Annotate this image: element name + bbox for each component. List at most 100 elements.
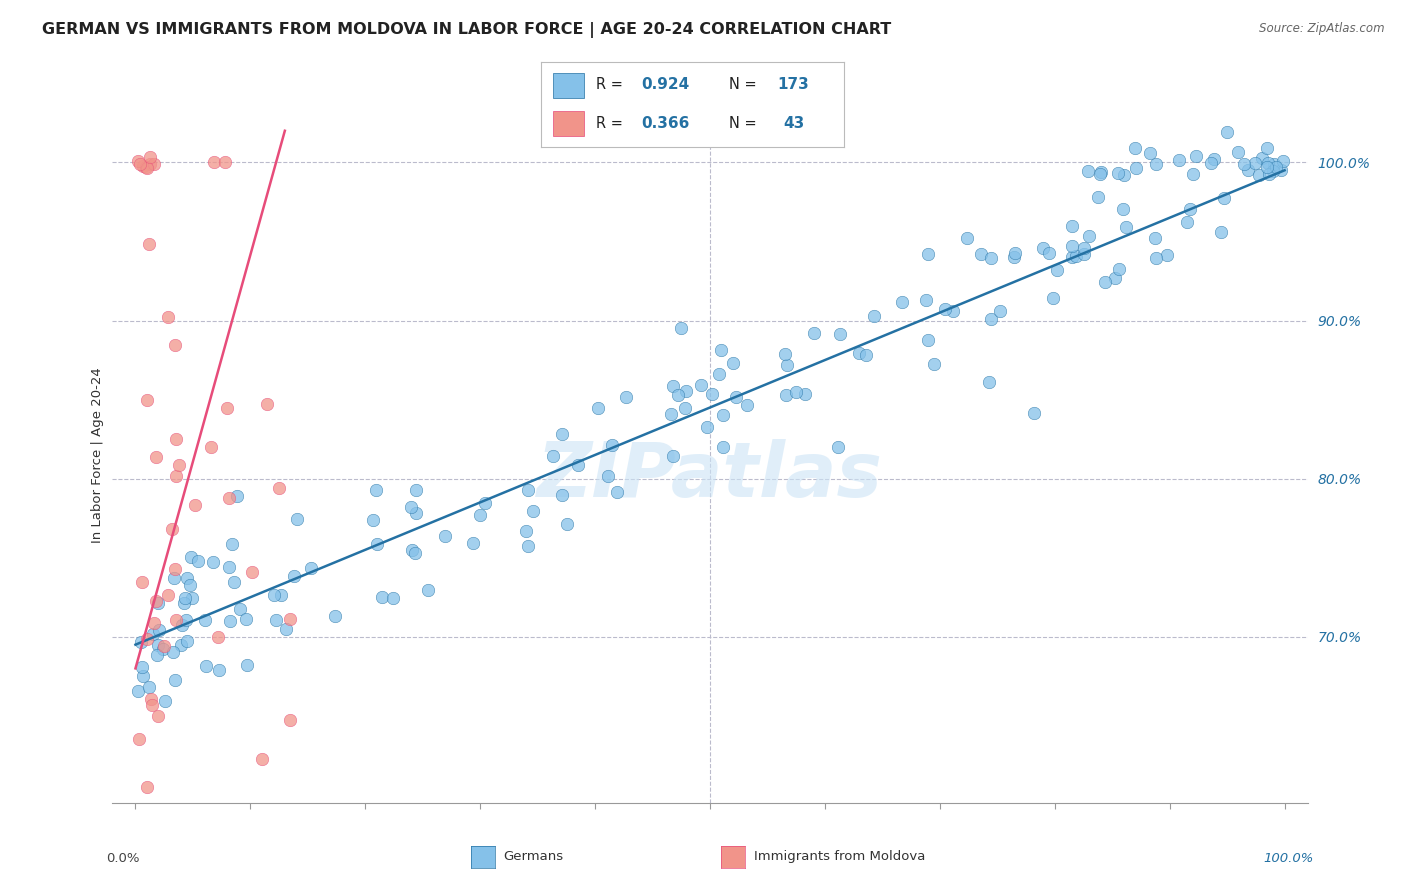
Point: [148, 623, 170, 637]
Point: [156, 310, 179, 325]
Point: [1038, 246, 1060, 260]
Point: [145, 648, 167, 663]
Point: [942, 304, 965, 318]
Point: [1216, 125, 1239, 139]
Point: [200, 440, 222, 454]
Point: [152, 641, 174, 656]
Point: [1077, 164, 1099, 178]
Point: [135, 632, 157, 646]
Point: [1209, 225, 1232, 239]
Point: [214, 155, 236, 169]
Point: [956, 231, 979, 245]
Point: [675, 384, 697, 398]
Point: [707, 367, 730, 381]
Point: [522, 504, 544, 518]
Point: [129, 634, 152, 648]
Point: [1143, 231, 1166, 245]
Point: [218, 614, 240, 628]
Point: [803, 326, 825, 340]
Point: [785, 384, 807, 399]
Point: [922, 357, 945, 371]
Point: [127, 153, 149, 168]
Point: [1247, 168, 1270, 182]
Y-axis label: In Labor Force | Age 20-24: In Labor Force | Age 20-24: [91, 367, 104, 543]
Point: [1046, 262, 1069, 277]
Point: [142, 615, 165, 630]
Point: [1104, 270, 1126, 285]
Point: [141, 698, 163, 712]
Point: [263, 588, 285, 602]
Point: [401, 543, 423, 558]
Point: [735, 398, 758, 412]
Text: 0.924: 0.924: [641, 78, 689, 93]
Point: [434, 529, 457, 543]
Point: [980, 311, 1002, 326]
Point: [217, 401, 239, 415]
Point: [1184, 149, 1206, 163]
Text: ZIPatlas: ZIPatlas: [537, 439, 883, 513]
Point: [371, 590, 394, 604]
Point: [139, 151, 162, 165]
Point: [361, 513, 384, 527]
Text: 173: 173: [778, 78, 808, 93]
Point: [173, 591, 195, 605]
Point: [135, 161, 157, 175]
Point: [1064, 249, 1087, 263]
Point: [917, 247, 939, 261]
Point: [661, 449, 683, 463]
Point: [173, 596, 195, 610]
Point: [1201, 156, 1223, 170]
Point: [179, 578, 201, 592]
Point: [1062, 238, 1084, 252]
Text: 0.366: 0.366: [641, 116, 689, 130]
Point: [1123, 140, 1146, 154]
Point: [145, 594, 167, 608]
Point: [1202, 153, 1225, 167]
Point: [180, 550, 202, 565]
Point: [1002, 250, 1025, 264]
Point: [709, 343, 731, 358]
Point: [222, 575, 245, 590]
Point: [270, 588, 292, 602]
Text: Germans: Germans: [503, 850, 564, 863]
Point: [160, 522, 183, 536]
Point: [283, 568, 305, 582]
Point: [1087, 190, 1109, 204]
Point: [250, 751, 273, 765]
Point: [725, 390, 748, 404]
Text: 100.0%: 100.0%: [1263, 852, 1313, 864]
Point: [264, 613, 287, 627]
Text: N =: N =: [728, 116, 761, 130]
Point: [1060, 219, 1083, 234]
Point: [517, 483, 540, 498]
Point: [218, 491, 240, 505]
Point: [138, 236, 160, 251]
Point: [711, 440, 734, 454]
Point: [285, 512, 308, 526]
Point: [711, 408, 734, 422]
Point: [138, 680, 160, 694]
Point: [236, 657, 259, 672]
Point: [1108, 262, 1130, 277]
Point: [1042, 291, 1064, 305]
Point: [541, 449, 564, 463]
Point: [855, 347, 877, 361]
Point: [596, 469, 619, 483]
Point: [135, 160, 157, 174]
Point: [934, 301, 956, 316]
Point: [827, 441, 849, 455]
Point: [165, 468, 187, 483]
Point: [218, 560, 240, 574]
Bar: [554, 111, 583, 136]
Point: [794, 387, 817, 401]
Point: [702, 387, 724, 401]
Point: [775, 388, 797, 402]
Point: [988, 303, 1011, 318]
Point: [848, 346, 870, 360]
Point: [1175, 215, 1198, 229]
Point: [1060, 250, 1083, 264]
Point: [129, 157, 152, 171]
Point: [1139, 146, 1161, 161]
Point: [773, 347, 796, 361]
Point: [474, 496, 496, 510]
